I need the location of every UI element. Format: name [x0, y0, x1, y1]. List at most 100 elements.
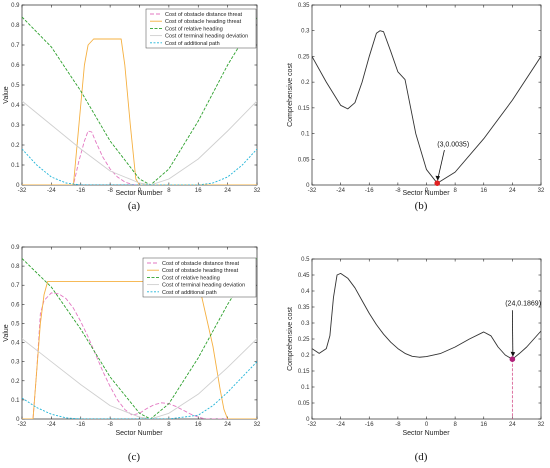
y-axis-label: Comprehensive cost — [287, 63, 294, 127]
x-axis-label: Sector Number — [115, 190, 163, 197]
legend-entry: Cost of obstacle heading threat — [165, 19, 242, 25]
y-tick-label: 0.1 — [11, 398, 20, 404]
y-axis-label: Value — [3, 324, 10, 341]
y-tick-label: 0.4 — [11, 341, 20, 347]
panel-label: (c) — [128, 451, 141, 463]
y-tick-label: 0.35 — [298, 305, 310, 311]
panel-label: (d) — [415, 451, 428, 463]
y-tick-label: 0.6 — [11, 302, 20, 308]
x-tick-label: 24 — [509, 422, 516, 428]
y-tick-label: 0.9 — [11, 3, 20, 9]
x-tick-label: -24 — [336, 422, 345, 428]
y-axis-label: Comprehensive cost — [287, 307, 294, 371]
y-tick-label: 0.2 — [11, 143, 20, 149]
y-tick-label: 0.45 — [298, 273, 310, 279]
legend-entry: Cost of additional path — [162, 290, 217, 296]
y-tick-label: 0.7 — [11, 43, 20, 49]
y-tick-label: 0.4 — [11, 103, 20, 109]
y-axis-label: Value — [3, 86, 10, 103]
legend-entry: Cost of relative heading — [162, 275, 220, 281]
series-line-4 — [22, 100, 257, 185]
x-tick-label: 8 — [167, 188, 171, 194]
chart-panel-1: -32 -24 -16 -8 0 8 16 24 32 0 0.1 0.2 0.3 0.4 0.5 0.6 0.… — [3, 3, 261, 212]
x-tick-label: -8 — [107, 422, 113, 428]
chart-panel-3: -32 -24 -16 -8 0 8 16 24 32 0 0.1 0.2 0.3 0.4 0.5 0.6 0.… — [3, 245, 261, 463]
min-marker — [509, 356, 516, 362]
panel-label: (a) — [128, 200, 141, 212]
legend-entry: Cost of terminal heading deviation — [165, 34, 248, 40]
series-line-1 — [22, 130, 257, 185]
y-tick-label: 0.7 — [11, 283, 20, 289]
series-group — [312, 272, 541, 360]
y-tick-label: 0.05 — [298, 157, 310, 163]
x-tick-label: 32 — [538, 422, 545, 428]
x-tick-label: 32 — [254, 188, 261, 194]
y-tick-label: 0.05 — [298, 401, 310, 407]
y-tick-label: 0 — [16, 417, 20, 423]
x-axis-label: Sector Number — [115, 430, 163, 437]
annotation-arrow-line — [437, 149, 445, 180]
series-line-1 — [312, 30, 541, 184]
y-tick-label: 0.35 — [298, 3, 310, 9]
x-tick-label: 16 — [195, 188, 202, 194]
chart-panel-4: -32 -24 -16 -8 0 8 16 24 32 0 0.05 0.1 0.15 0.2 0.25 0.… — [287, 257, 545, 463]
x-tick-label: -16 — [76, 188, 85, 194]
y-tick-label: 0.25 — [298, 54, 310, 60]
x-tick-label: 16 — [195, 422, 202, 428]
legend-entry: Cost of obstacle distance threat — [162, 261, 240, 267]
series-group — [312, 30, 541, 184]
x-tick-label: -16 — [365, 188, 374, 194]
y-tick-label: 0.4 — [301, 289, 310, 295]
x-tick-label: 24 — [224, 422, 231, 428]
x-tick-label: -32 — [18, 188, 27, 194]
x-tick-label: 24 — [224, 188, 231, 194]
y-tick-label: 0.3 — [11, 123, 20, 129]
x-tick-label: 16 — [480, 188, 487, 194]
x-tick-label: 8 — [453, 422, 457, 428]
y-tick-label: 0.2 — [301, 80, 310, 86]
x-tick-label: 32 — [254, 422, 261, 428]
min-annotation: (24,0.1869) — [505, 300, 541, 307]
min-annotation: (3,0.0035) — [437, 141, 469, 148]
x-tick-label: -24 — [336, 188, 345, 194]
legend-entry: Cost of obstacle heading threat — [162, 268, 239, 274]
series-line-3 — [22, 16, 257, 185]
min-marker — [434, 180, 441, 186]
x-tick-label: 8 — [453, 188, 457, 194]
x-tick-label: -8 — [395, 422, 401, 428]
annotation-arrow-head — [435, 175, 441, 181]
y-tick-label: 0 — [306, 183, 310, 189]
series-line-5 — [22, 148, 257, 185]
y-tick-label: 0.8 — [11, 23, 20, 29]
series-line-3 — [22, 258, 257, 419]
y-tick-label: 0.25 — [298, 337, 310, 343]
series-line-1 — [22, 292, 257, 419]
y-tick-label: 0.15 — [298, 106, 310, 112]
y-tick-label: 0 — [16, 183, 20, 189]
y-tick-label: 0.2 — [301, 353, 310, 359]
y-tick-label: 0 — [306, 417, 310, 423]
y-tick-label: 0.9 — [11, 245, 20, 251]
x-tick-label: -24 — [47, 188, 56, 194]
panel-label: (b) — [415, 200, 428, 212]
legend-box — [142, 257, 257, 298]
x-tick-label: 32 — [538, 188, 545, 194]
x-tick-label: -8 — [395, 188, 401, 194]
x-tick-label: -16 — [365, 422, 374, 428]
x-tick-label: 0 — [138, 188, 142, 194]
x-tick-label: 16 — [480, 422, 487, 428]
y-tick-label: 0.1 — [301, 132, 310, 138]
plot-area — [311, 258, 542, 420]
legend-box — [145, 8, 257, 49]
y-tick-label: 0.8 — [11, 264, 20, 270]
x-tick-label: -32 — [308, 422, 317, 428]
series-group — [22, 258, 257, 419]
annotation-arrow-head — [510, 351, 516, 357]
legend-entry: Cost of terminal heading deviation — [162, 283, 245, 289]
x-tick-label: 24 — [509, 188, 516, 194]
legend-entry: Cost of relative heading — [165, 26, 223, 32]
y-tick-label: 0.15 — [298, 369, 310, 375]
x-tick-label: 0 — [138, 422, 142, 428]
